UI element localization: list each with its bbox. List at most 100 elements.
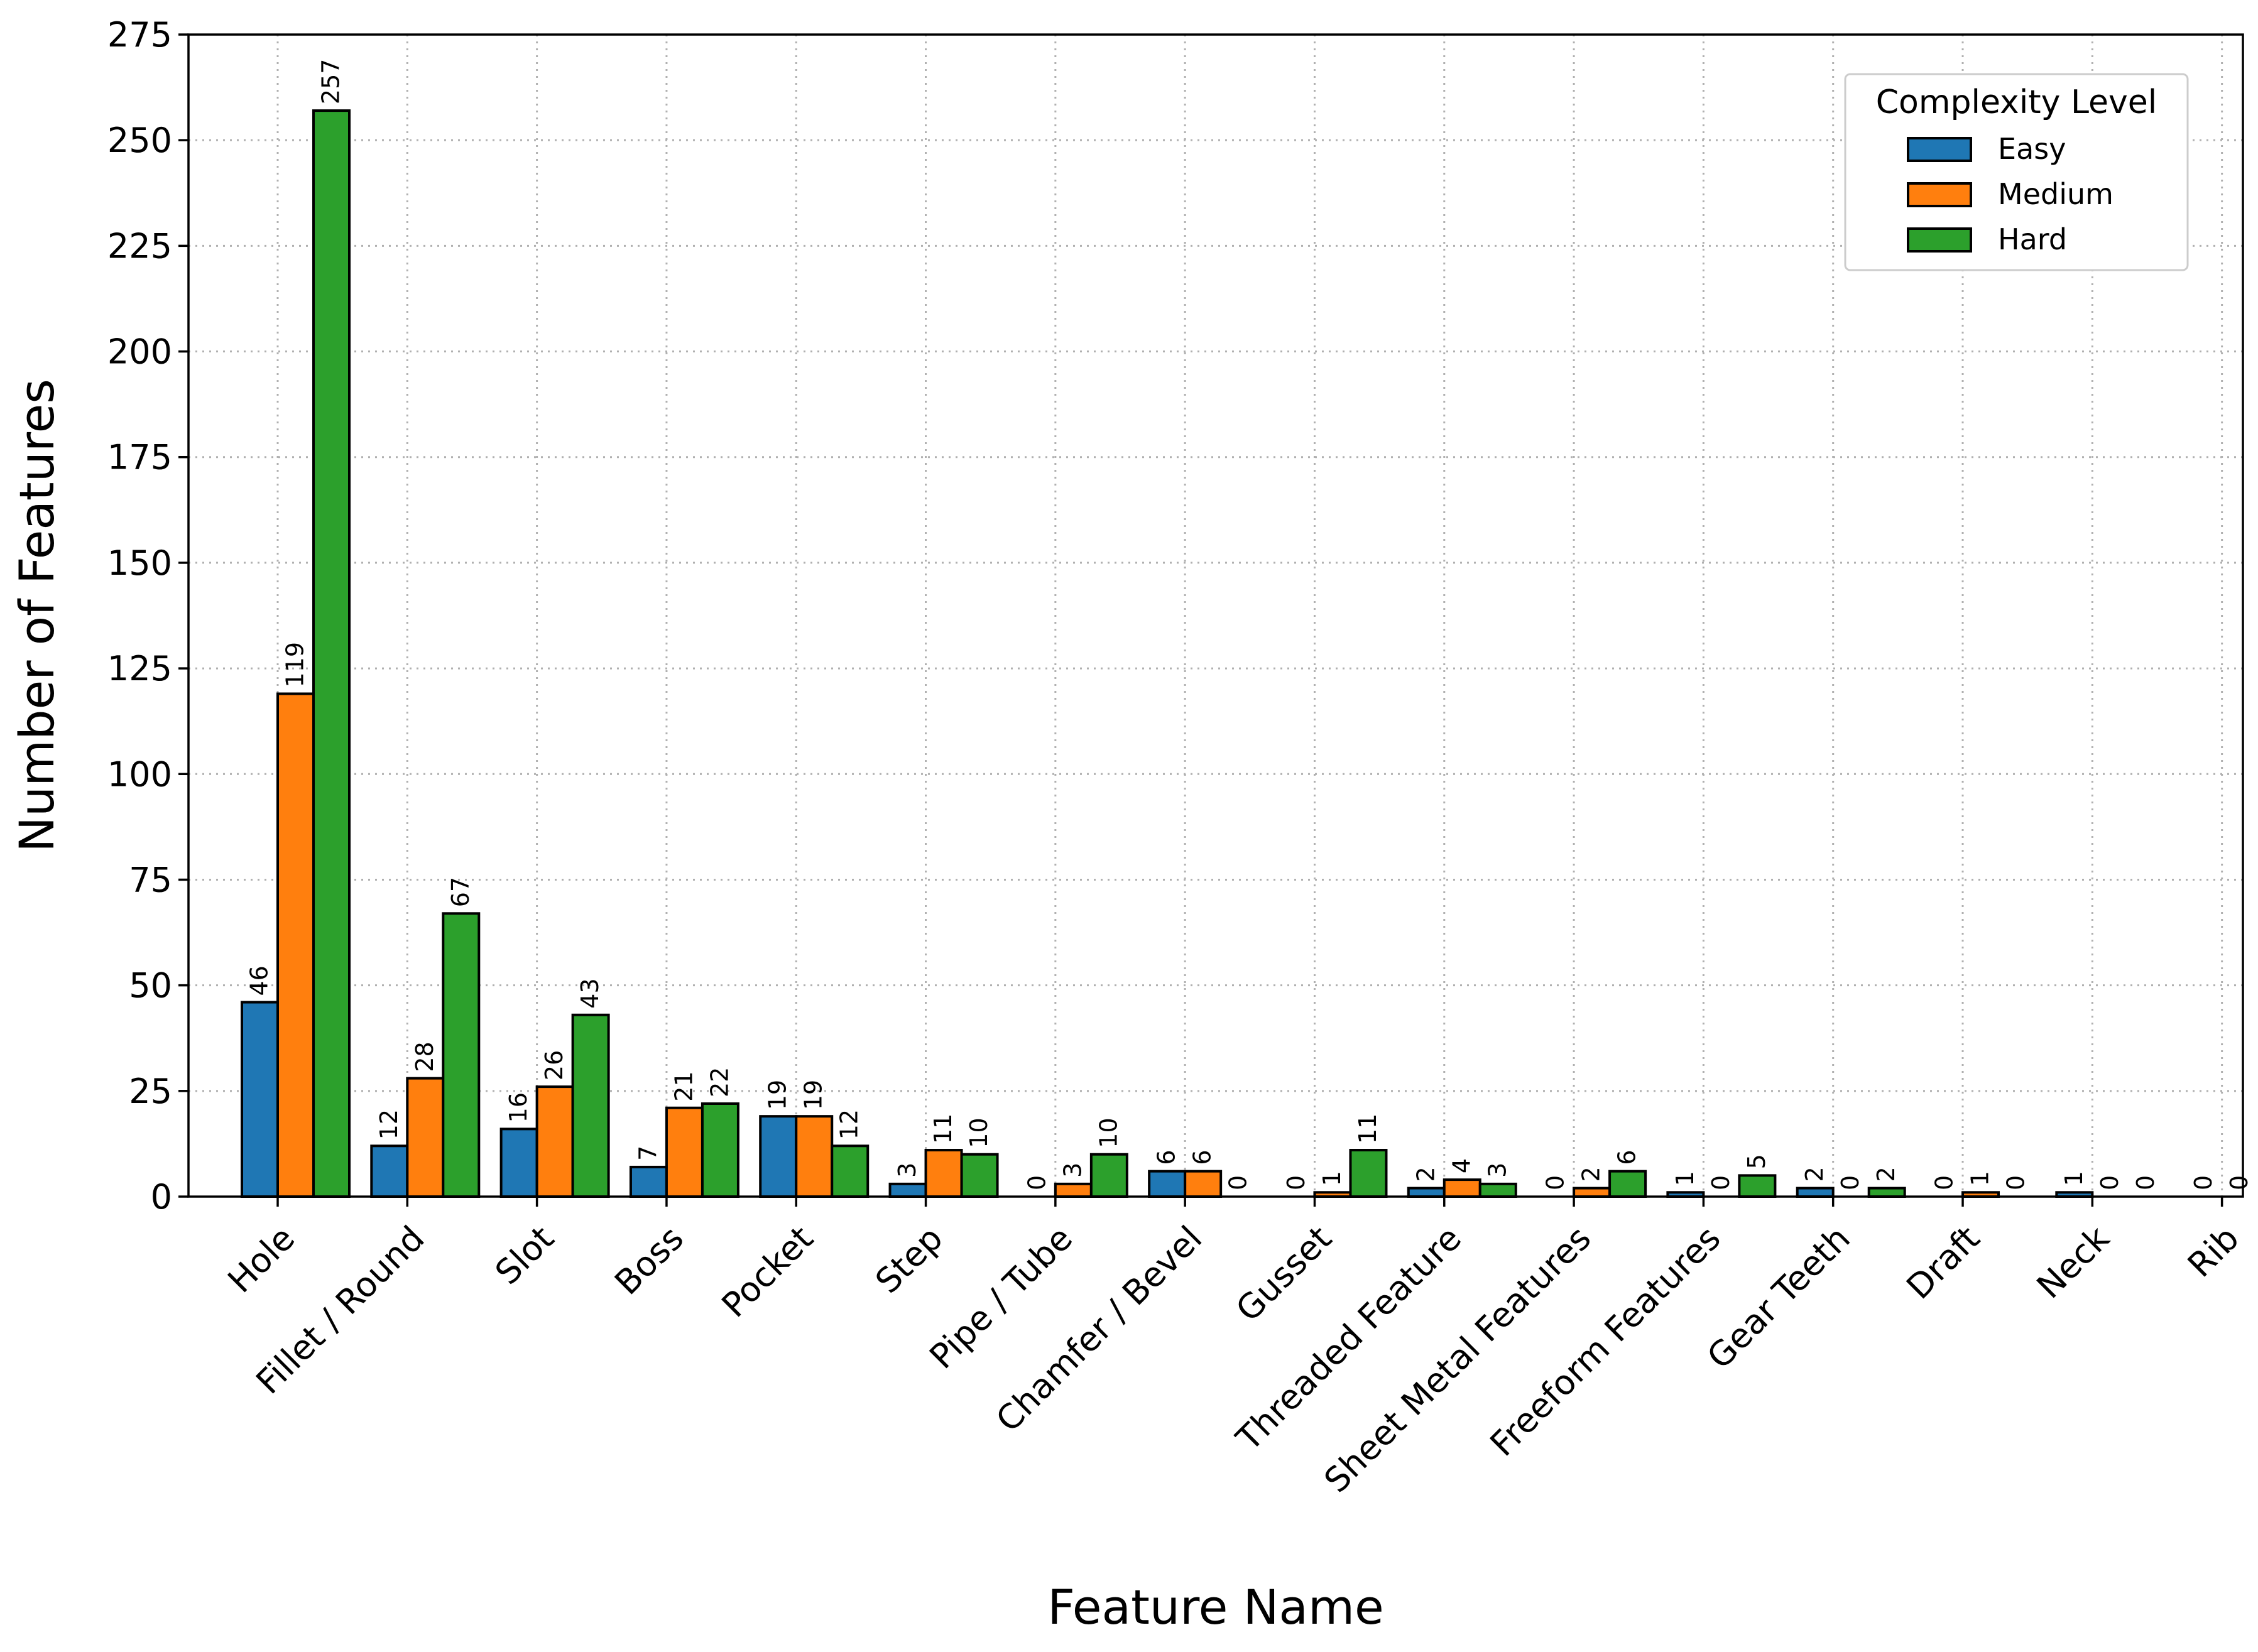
bar bbox=[1867, 1187, 1906, 1198]
y-tick-label: 100 bbox=[107, 754, 172, 794]
x-axis-title: Feature Name bbox=[1047, 1579, 1384, 1635]
bar-value-label: 16 bbox=[505, 1092, 532, 1122]
y-tick-label: 225 bbox=[107, 226, 172, 266]
bar-value-label: 6 bbox=[1153, 1149, 1181, 1165]
bar-value-label: 257 bbox=[317, 59, 345, 105]
plot-frame bbox=[187, 33, 2244, 1198]
bar-value-label: 67 bbox=[447, 877, 474, 907]
bar-value-label: 7 bbox=[634, 1146, 662, 1161]
bar-value-label: 11 bbox=[1354, 1114, 1382, 1144]
bar-value-label: 119 bbox=[281, 642, 309, 688]
bar-value-label: 5 bbox=[1743, 1154, 1770, 1169]
bar-value-label: 0 bbox=[2132, 1175, 2159, 1190]
bar bbox=[1148, 1170, 1187, 1198]
bar-value-label: 0 bbox=[1931, 1175, 1958, 1190]
bar bbox=[1573, 1187, 1612, 1198]
y-axis-title: Number of Features bbox=[9, 379, 65, 852]
bar-value-label: 28 bbox=[411, 1041, 439, 1072]
bar bbox=[312, 109, 351, 1198]
legend-title: Complexity Level bbox=[1876, 84, 2157, 121]
bar-value-label: 19 bbox=[764, 1080, 792, 1110]
bar-value-label: 1 bbox=[2060, 1171, 2088, 1186]
legend-entry-label: Medium bbox=[1998, 177, 2113, 211]
bar bbox=[571, 1013, 610, 1198]
bar-value-label: 11 bbox=[929, 1114, 957, 1144]
bar-value-label: 2 bbox=[1872, 1166, 1900, 1182]
bar-value-label: 4 bbox=[1448, 1158, 1475, 1173]
bar-value-label: 19 bbox=[800, 1080, 827, 1110]
bar-value-label: 43 bbox=[576, 978, 604, 1008]
y-tick-label: 150 bbox=[107, 543, 172, 583]
bar bbox=[442, 912, 481, 1198]
bar-value-label: 1 bbox=[1318, 1171, 1346, 1186]
bar bbox=[1349, 1149, 1388, 1198]
bar-value-label: 0 bbox=[1224, 1175, 1252, 1190]
bar-value-label: 2 bbox=[1801, 1166, 1828, 1182]
bar-value-label: 2 bbox=[1578, 1166, 1605, 1182]
bar bbox=[888, 1182, 927, 1198]
bar bbox=[701, 1102, 739, 1198]
bar bbox=[406, 1077, 445, 1198]
bar bbox=[629, 1165, 668, 1198]
bar bbox=[370, 1144, 409, 1198]
bar bbox=[924, 1149, 963, 1198]
legend: Complexity Level Easy Medium Hard bbox=[1844, 73, 2189, 271]
y-tick-label: 0 bbox=[151, 1177, 172, 1217]
bar bbox=[1608, 1170, 1647, 1198]
y-tick-label: 275 bbox=[107, 15, 172, 55]
bar-value-label: 46 bbox=[246, 965, 273, 996]
bar-value-label: 0 bbox=[1707, 1175, 1735, 1190]
bar-value-label: 0 bbox=[2096, 1175, 2124, 1190]
bar bbox=[960, 1153, 999, 1198]
bar bbox=[535, 1085, 574, 1198]
bar-value-label: 12 bbox=[375, 1109, 403, 1139]
bar-value-label: 3 bbox=[1483, 1163, 1511, 1178]
bar-value-label: 1 bbox=[1966, 1171, 1994, 1186]
bar-value-label: 3 bbox=[1059, 1163, 1086, 1178]
bar bbox=[1407, 1187, 1446, 1198]
bar bbox=[831, 1144, 870, 1198]
bar-value-label: 0 bbox=[1542, 1175, 1569, 1190]
grid-lines bbox=[188, 33, 2243, 1198]
bar bbox=[759, 1115, 798, 1198]
bar-value-label: 3 bbox=[893, 1163, 921, 1178]
bar-value-label: 22 bbox=[706, 1067, 733, 1097]
bar-value-label: 1 bbox=[1671, 1171, 1699, 1186]
bar-value-label: 0 bbox=[2002, 1175, 2030, 1190]
y-tick-label: 25 bbox=[129, 1072, 172, 1111]
bar bbox=[241, 1001, 279, 1198]
bar-value-label: 0 bbox=[1836, 1175, 1864, 1190]
bar bbox=[1478, 1182, 1517, 1198]
bar bbox=[1738, 1174, 1777, 1198]
bar bbox=[1089, 1153, 1128, 1198]
y-tick-label: 175 bbox=[107, 438, 172, 477]
legend-swatch bbox=[1907, 227, 1972, 253]
legend-swatch bbox=[1907, 137, 1972, 162]
bar bbox=[276, 692, 315, 1198]
bar bbox=[1796, 1187, 1835, 1198]
y-tick-label: 75 bbox=[129, 860, 172, 899]
legend-swatch bbox=[1907, 182, 1972, 207]
y-axis: 0 25 50 75 100 125 150 175 200 225 250 275 bbox=[107, 15, 188, 1217]
y-tick-label: 200 bbox=[107, 332, 172, 372]
y-tick-label: 250 bbox=[107, 121, 172, 160]
bar-value-label: 6 bbox=[1189, 1149, 1216, 1165]
y-tick-label: 50 bbox=[129, 966, 172, 1006]
bar-value-label: 10 bbox=[1094, 1117, 1122, 1148]
bar-value-label: 2 bbox=[1412, 1166, 1439, 1182]
bar-value-label: 10 bbox=[965, 1117, 993, 1148]
bar-value-label: 0 bbox=[1023, 1175, 1050, 1190]
bar-value-label: 0 bbox=[1282, 1175, 1310, 1190]
bar-value-label: 21 bbox=[670, 1071, 697, 1101]
bar-value-label: 0 bbox=[2190, 1175, 2217, 1190]
legend-entry-label: Hard bbox=[1998, 222, 2067, 256]
bar bbox=[499, 1128, 538, 1198]
y-tick-label: 125 bbox=[107, 649, 172, 688]
bar bbox=[795, 1115, 834, 1198]
legend-frame bbox=[1844, 73, 2189, 271]
bar bbox=[1443, 1178, 1481, 1198]
bar-value-label: 26 bbox=[540, 1050, 568, 1080]
